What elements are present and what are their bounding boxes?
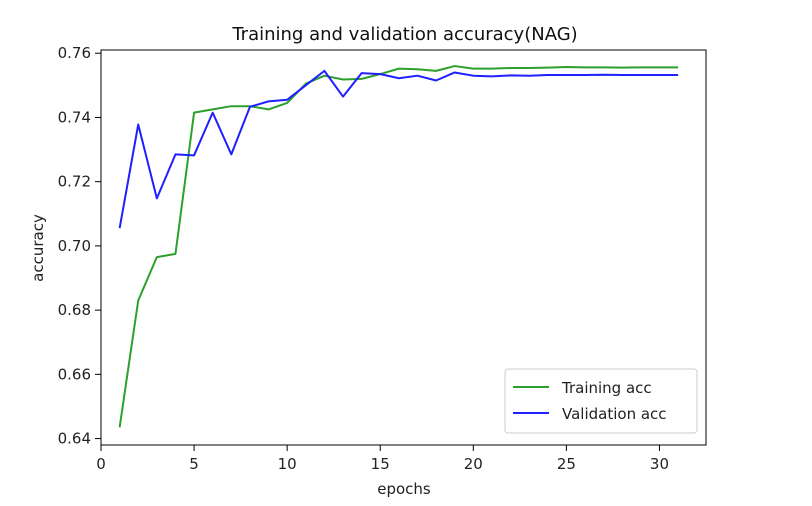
y-axis-ticks: 0.64 0.66 0.68 0.70 0.72 0.74 0.76 (58, 44, 101, 448)
x-axis-ticks: 0 5 10 15 20 25 30 (96, 445, 669, 473)
x-tick-label: 25 (557, 455, 576, 473)
legend: Training acc Validation acc (504, 368, 698, 434)
y-tick-label: 0.74 (58, 108, 91, 126)
y-tick-label: 0.66 (58, 365, 91, 383)
x-tick-label: 30 (650, 455, 669, 473)
legend-label-training: Training acc (561, 379, 652, 397)
x-tick-label: 20 (464, 455, 483, 473)
chart-title: Training and validation accuracy(NAG) (231, 24, 577, 45)
x-tick-label: 10 (278, 455, 297, 473)
legend-label-validation: Validation acc (562, 405, 667, 423)
y-tick-label: 0.70 (58, 237, 91, 255)
series-line-validation-acc (118, 69, 679, 229)
y-tick-label: 0.72 (58, 173, 91, 191)
y-axis-label: accuracy (29, 214, 47, 282)
x-tick-label: 15 (371, 455, 390, 473)
series-line-training-acc (118, 65, 679, 428)
x-tick-label: 5 (189, 455, 199, 473)
y-tick-label: 0.64 (58, 430, 91, 448)
series-lines (118, 65, 679, 428)
y-tick-label: 0.68 (58, 301, 91, 319)
x-tick-label: 0 (96, 455, 106, 473)
legend-box (504, 368, 698, 434)
x-axis-label: epochs (377, 480, 431, 498)
plot-area-frame (100, 49, 707, 446)
y-tick-label: 0.76 (58, 44, 91, 62)
